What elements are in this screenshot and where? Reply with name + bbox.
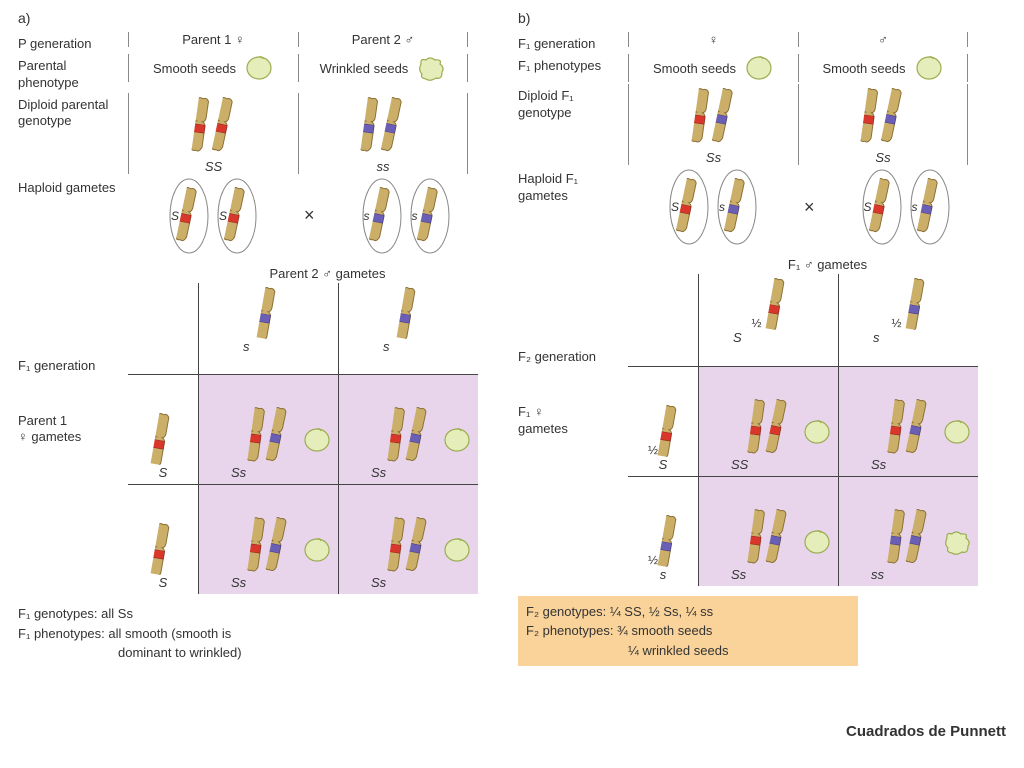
punnett-cell: ss	[838, 476, 978, 586]
f1-gen-label: F₁ generation	[18, 358, 128, 374]
col-gamete: s	[338, 283, 478, 358]
parent1-header: ♀	[628, 32, 798, 47]
col-gamete: s	[198, 283, 338, 358]
punnett-cell: Ss	[698, 476, 838, 586]
smooth-seed-icon	[744, 54, 774, 82]
row-generation: P generation	[18, 32, 128, 52]
row-phenotype: Parental phenotype	[18, 54, 128, 91]
punnett-title: Parent 2 ♂ gametes	[158, 266, 497, 281]
gamete-icon: S	[860, 167, 904, 247]
row-gamete: ½ S	[628, 366, 698, 476]
wrinkled-seed-icon	[416, 54, 446, 82]
row-phenotype: F₁ phenotypes	[518, 54, 628, 74]
p1-chromosomes	[129, 97, 298, 155]
parent2-header: Parent 2 ♂	[298, 32, 468, 47]
cross-symbol: ×	[304, 205, 315, 226]
gamete-icon: s	[360, 176, 404, 256]
panel-b: b) F₁ generation ♀ ♂ F₁ phenotypes Smoot…	[510, 0, 1005, 676]
col-gamete: ½ s	[838, 274, 978, 349]
punnett-cell: Ss	[198, 484, 338, 594]
p1-phenotype: Smooth seeds	[653, 61, 736, 76]
row-genotype: Diploid F₁ genotype	[518, 84, 628, 121]
punnett-cell: Ss	[838, 366, 978, 476]
p2-chromosomes	[799, 88, 967, 146]
results-a: F₁ genotypes: all Ss F₁ phenotypes: all …	[18, 604, 497, 663]
parent1-header: Parent 1 ♀	[128, 32, 298, 47]
gamete-icon: S	[167, 176, 211, 256]
gamete-icon: s	[408, 176, 452, 256]
gamete-icon: S	[215, 176, 259, 256]
p2-phenotype: Smooth seeds	[822, 61, 905, 76]
punnett-cell: Ss	[338, 484, 478, 594]
p1-chromosomes	[629, 88, 798, 146]
row-generation: F₁ generation	[518, 32, 628, 52]
p1-genotype: Ss	[629, 150, 798, 165]
row-genotype: Diploid parental genotype	[18, 93, 128, 130]
punnett-cell: Ss	[198, 374, 338, 484]
p2-genotype: ss	[299, 159, 467, 174]
row-gamete: ½ s	[628, 476, 698, 586]
gamete-icon: s	[908, 167, 952, 247]
p2-genotype: Ss	[799, 150, 967, 165]
panel-a: a) P generation Parent 1 ♀ Parent 2 ♂ Pa…	[10, 0, 505, 676]
p2-phenotype: Wrinkled seeds	[320, 61, 409, 76]
gamete-icon: S	[667, 167, 711, 247]
row-gamete: S	[128, 374, 198, 484]
row-gamete: S	[128, 484, 198, 594]
gamete-icon: s	[715, 167, 759, 247]
col-gamete: ½ S	[698, 274, 838, 349]
caption: Cuadrados de Punnett	[846, 723, 1006, 740]
punnett-square-a: Parent 2 ♂ gametes s s F₁ generation Par…	[18, 266, 497, 594]
punnett-cell: Ss	[338, 374, 478, 484]
f2-gen-label: F₂ generation	[518, 349, 628, 365]
parent2-header: ♂	[798, 32, 968, 47]
punnett-title: F₁ ♂ gametes	[658, 257, 997, 272]
row-gametes: Haploid gametes	[18, 176, 128, 196]
panel-a-label: a)	[18, 10, 497, 26]
results-b: F₂ genotypes: ¼ SS, ½ Ss, ¼ ss F₂ phenot…	[518, 596, 858, 667]
punnett-cell: SS	[698, 366, 838, 476]
smooth-seed-icon	[914, 54, 944, 82]
row-gametes: Haploid F₁ gametes	[518, 167, 628, 204]
panel-b-label: b)	[518, 10, 997, 26]
p1-phenotype: Smooth seeds	[153, 61, 236, 76]
side-label: F₁ ♀ gametes	[518, 366, 628, 476]
smooth-seed-icon	[244, 54, 274, 82]
p1-genotype: SS	[129, 159, 298, 174]
punnett-square-b: F₁ ♂ gametes ½ S ½ s F₂ generation F₁ ♀ …	[518, 257, 997, 585]
side-label: Parent 1 ♀ gametes	[18, 374, 128, 484]
p2-chromosomes	[299, 97, 467, 155]
cross-symbol: ×	[804, 197, 815, 218]
